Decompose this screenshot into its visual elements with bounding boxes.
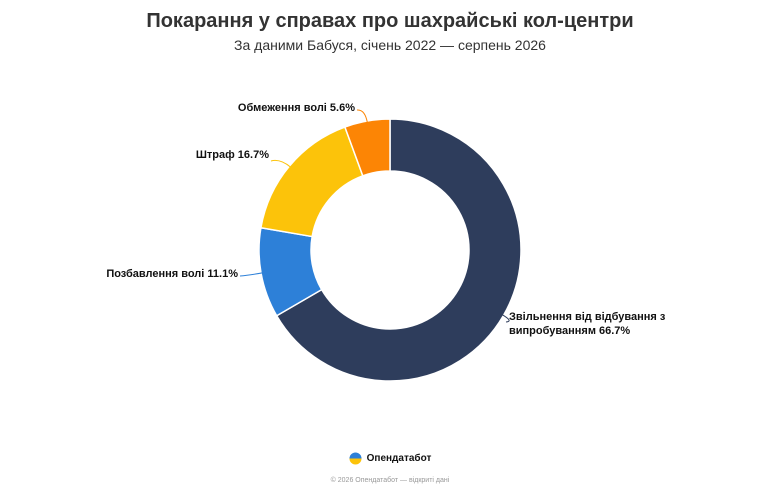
- leader-line: [501, 313, 510, 323]
- brand: Опендатабот: [0, 452, 780, 465]
- donut-slice: [260, 126, 364, 238]
- slice-label: Позбавлення волі 11.1%: [106, 268, 238, 280]
- leader-line: [239, 272, 264, 277]
- footer-copyright: © 2026 Опендатабот — відкриті дані: [330, 477, 450, 484]
- donut-slice: [275, 118, 522, 382]
- leader-line: [270, 159, 292, 168]
- slice-label: Штраф 16.7%: [196, 149, 269, 161]
- brand-name: Опендатабот: [366, 453, 432, 464]
- leader-line: [356, 109, 368, 124]
- opendatabot-logo-icon: [349, 452, 362, 465]
- chart-subtitle: За даними Бабуся, січень 2022 — серпень …: [234, 37, 546, 53]
- slice-label: Обмеження волі 5.6%: [238, 102, 355, 114]
- chart-title: Покарання у справах про шахрайські кол-ц…: [146, 10, 634, 32]
- slice-label: Звільнення від відбування з випробуванням…: [509, 311, 666, 337]
- donut-slice: [343, 118, 391, 177]
